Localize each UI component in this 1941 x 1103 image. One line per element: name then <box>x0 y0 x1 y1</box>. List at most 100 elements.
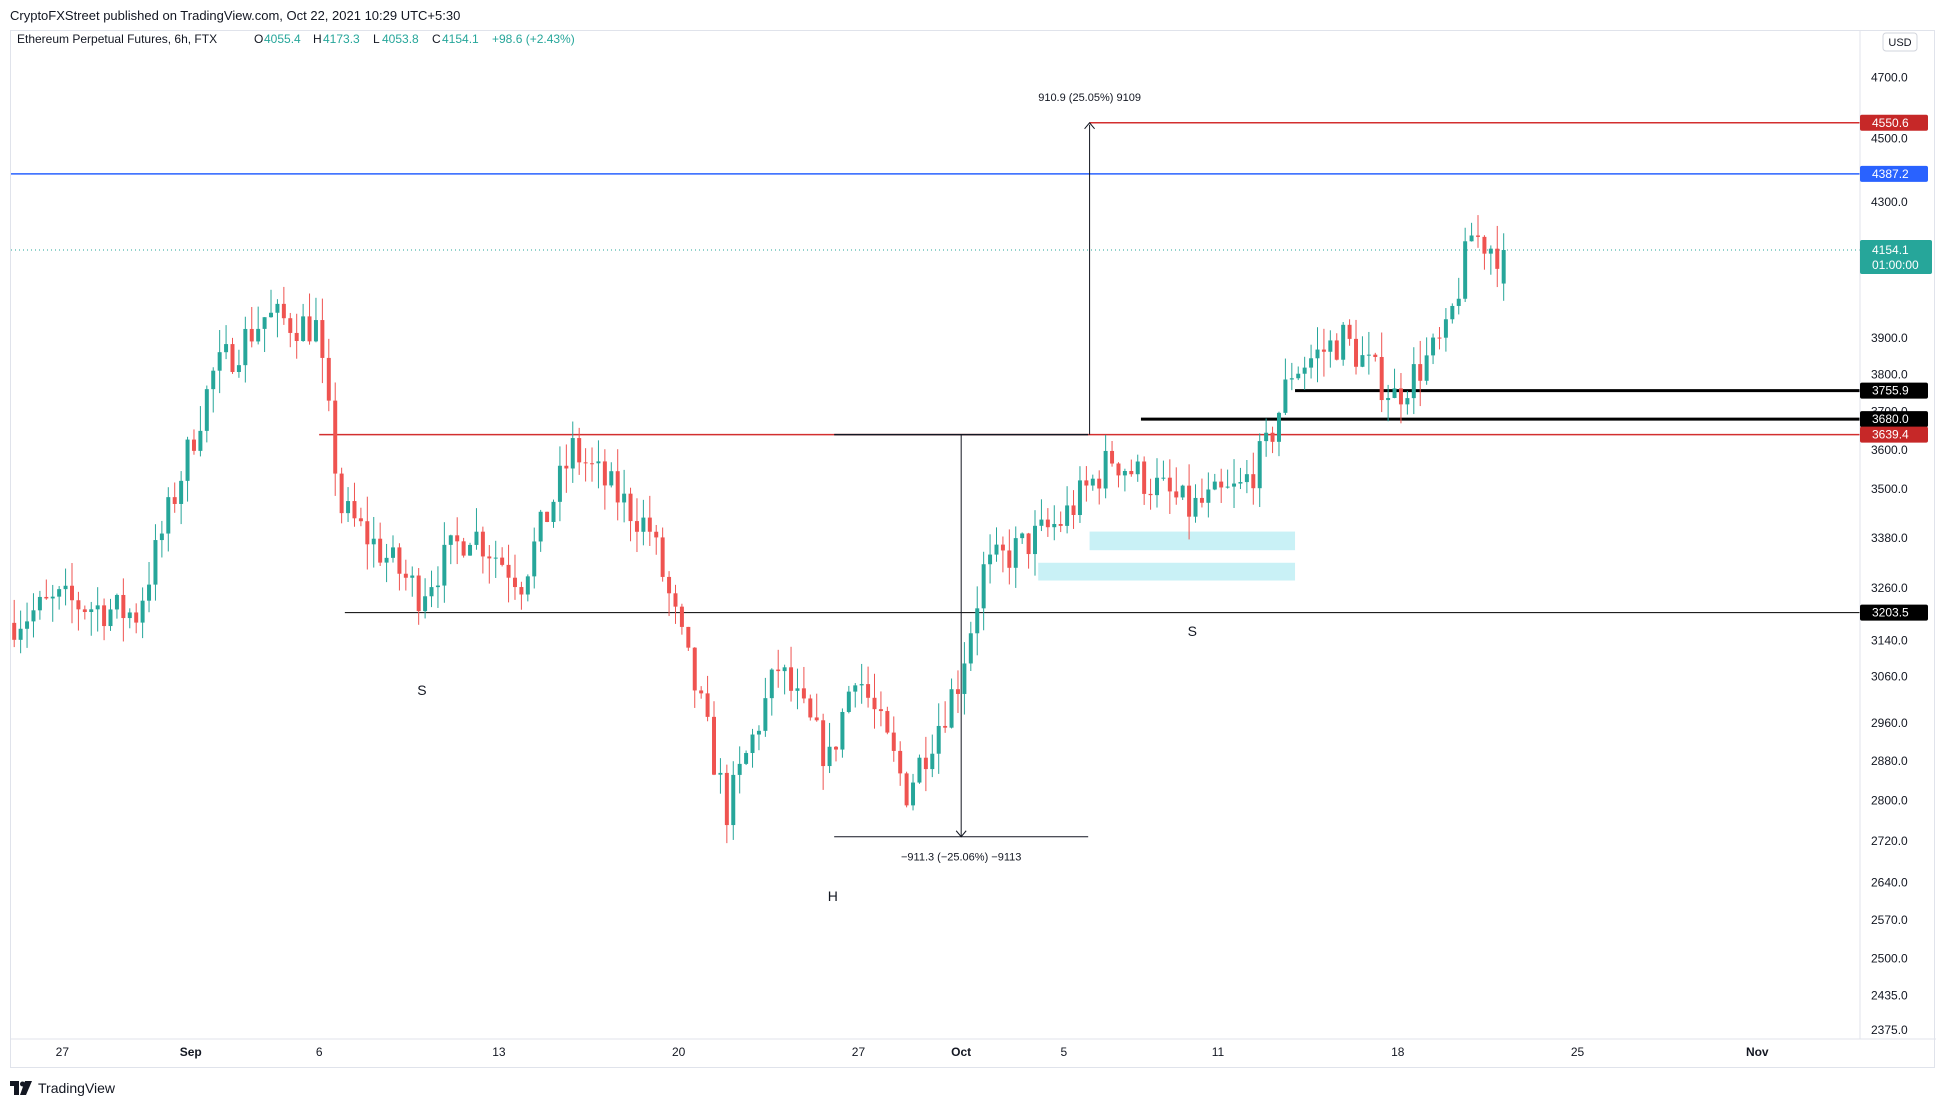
candle-body[interactable] <box>185 439 190 481</box>
candle-body[interactable] <box>1495 248 1500 269</box>
candle-body[interactable] <box>545 511 550 522</box>
candle-body[interactable] <box>1296 373 1301 379</box>
candle-body[interactable] <box>198 430 203 451</box>
candle-body[interactable] <box>512 577 517 588</box>
candle-body[interactable] <box>50 596 55 599</box>
candle-body[interactable] <box>827 746 832 767</box>
candle-body[interactable] <box>724 772 729 826</box>
candle-body[interactable] <box>262 317 267 329</box>
candle-body[interactable] <box>557 465 562 502</box>
candle-body[interactable] <box>365 521 370 545</box>
candle-body[interactable] <box>461 541 466 556</box>
candle-body[interactable] <box>1097 478 1102 489</box>
candle-body[interactable] <box>224 344 229 353</box>
candle-body[interactable] <box>37 596 42 611</box>
candle-body[interactable] <box>1488 248 1493 254</box>
candle-body[interactable] <box>1103 450 1108 489</box>
candle-body[interactable] <box>622 493 627 503</box>
candle-body[interactable] <box>403 573 408 578</box>
candle-body[interactable] <box>994 544 999 555</box>
candle-body[interactable] <box>1450 305 1455 320</box>
candle-body[interactable] <box>699 690 704 694</box>
candle-body[interactable] <box>1347 324 1352 339</box>
candle-body[interactable] <box>1424 355 1429 381</box>
currency-selector[interactable]: USD <box>1882 32 1918 52</box>
candle-body[interactable] <box>1110 450 1115 464</box>
candle-body[interactable] <box>692 647 697 691</box>
candle-body[interactable] <box>1052 523 1057 528</box>
candle-body[interactable] <box>808 698 813 718</box>
candle-body[interactable] <box>1058 523 1063 526</box>
candle-body[interactable] <box>1020 533 1025 539</box>
candle-body[interactable] <box>975 608 980 634</box>
candle-body[interactable] <box>134 612 139 623</box>
candle-body[interactable] <box>57 589 62 597</box>
candle-body[interactable] <box>1225 486 1230 488</box>
candle-body[interactable] <box>1251 474 1256 489</box>
candle-body[interactable] <box>1013 538 1018 568</box>
candle-body[interactable] <box>1033 525 1038 555</box>
candle-body[interactable] <box>981 564 986 609</box>
candle-body[interactable] <box>647 517 652 532</box>
candle-body[interactable] <box>872 697 877 710</box>
candle-body[interactable] <box>1309 358 1314 368</box>
candle-body[interactable] <box>236 365 241 372</box>
candle-body[interactable] <box>1155 477 1159 496</box>
candle-body[interactable] <box>1405 398 1410 405</box>
candle-body[interactable] <box>789 667 794 691</box>
candle-body[interactable] <box>577 438 582 463</box>
candle-body[interactable] <box>442 544 447 586</box>
candle-body[interactable] <box>667 576 672 594</box>
candle-body[interactable] <box>1129 470 1134 475</box>
candle-body[interactable] <box>866 684 871 698</box>
footer-brand[interactable]: TradingView <box>38 1080 116 1096</box>
candle-body[interactable] <box>1142 461 1147 494</box>
candle-body[interactable] <box>923 757 928 770</box>
candle-body[interactable] <box>82 609 87 613</box>
candle-body[interactable] <box>769 669 774 699</box>
candle-body[interactable] <box>500 557 505 565</box>
candle-body[interactable] <box>878 709 883 712</box>
candle-body[interactable] <box>1135 461 1140 475</box>
candle-body[interactable] <box>763 698 768 731</box>
candle-body[interactable] <box>1321 349 1326 352</box>
candle-body[interactable] <box>429 587 434 597</box>
candle-body[interactable] <box>570 438 575 469</box>
candle-body[interactable] <box>1148 493 1153 496</box>
candle-body[interactable] <box>1469 235 1474 242</box>
candle-body[interactable] <box>1174 491 1179 498</box>
candle-body[interactable] <box>256 328 261 342</box>
candle-body[interactable] <box>1077 480 1082 516</box>
candle-body[interactable] <box>313 320 318 342</box>
candle-body[interactable] <box>885 711 890 733</box>
candle-body[interactable] <box>1007 550 1012 568</box>
candle-body[interactable] <box>891 732 896 751</box>
candle-body[interactable] <box>25 621 30 629</box>
candle-body[interactable] <box>737 763 742 775</box>
candle-body[interactable] <box>1065 505 1070 526</box>
candle-body[interactable] <box>532 541 537 577</box>
candle-body[interactable] <box>1264 432 1269 442</box>
candle-body[interactable] <box>493 557 498 559</box>
candle-body[interactable] <box>776 669 781 672</box>
candle-body[interactable] <box>801 688 806 699</box>
candle-body[interactable] <box>191 439 196 451</box>
candle-body[interactable] <box>930 753 935 770</box>
candle-body[interactable] <box>1045 519 1050 528</box>
candle-body[interactable] <box>814 717 819 721</box>
candle-body[interactable] <box>1379 356 1384 401</box>
candle-body[interactable] <box>1386 397 1391 401</box>
candle-body[interactable] <box>968 633 973 664</box>
candle-body[interactable] <box>12 622 17 640</box>
candle-body[interactable] <box>76 600 81 610</box>
candle-body[interactable] <box>1482 236 1487 254</box>
candle-body[interactable] <box>756 730 761 735</box>
candle-body[interactable] <box>1122 470 1127 476</box>
candle-body[interactable] <box>1360 355 1365 367</box>
candle-body[interactable] <box>468 544 473 556</box>
candle-body[interactable] <box>391 547 395 558</box>
candle-body[interactable] <box>1411 364 1416 399</box>
candle-body[interactable] <box>416 575 421 612</box>
candle-body[interactable] <box>288 318 293 333</box>
candle-body[interactable] <box>1289 378 1294 380</box>
